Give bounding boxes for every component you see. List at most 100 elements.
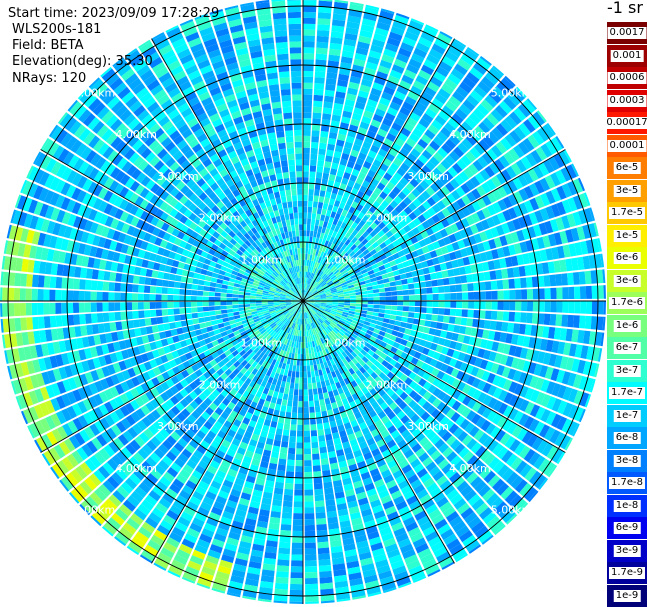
ppi-gate <box>504 133 517 147</box>
ppi-gate <box>597 301 604 315</box>
ppi-gate <box>309 230 314 237</box>
ppi-gate <box>417 325 425 333</box>
ppi-gate <box>348 310 355 315</box>
ppi-gate <box>568 343 577 357</box>
ppi-gate <box>419 180 430 190</box>
ppi-gate <box>349 303 357 307</box>
ppi-gate <box>338 296 345 299</box>
ppi-gate <box>332 244 338 252</box>
ppi-gate <box>315 262 320 269</box>
ppi-gate <box>321 226 327 234</box>
ppi-gate <box>361 78 373 88</box>
ppi-gate <box>320 303 327 306</box>
ppi-gate <box>329 42 342 51</box>
ppi-gate <box>398 326 406 334</box>
ppi-gate <box>541 124 555 139</box>
ppi-gate <box>382 157 392 167</box>
ppi-gate <box>451 259 459 269</box>
ppi-gate <box>277 559 290 567</box>
ppi-gate <box>438 110 451 122</box>
ppi-gate <box>381 258 389 265</box>
ppi-gate <box>331 290 338 294</box>
ppi-gate <box>369 259 377 266</box>
ppi-gate <box>214 292 221 297</box>
ppi-gate <box>329 243 336 250</box>
ppi-gate <box>291 548 303 555</box>
ppi-gate <box>173 295 180 301</box>
ppi-gate <box>355 291 362 296</box>
ppi-gate <box>391 64 405 74</box>
ppi-gate <box>397 250 406 258</box>
ppi-gate <box>323 101 333 109</box>
ppi-gate <box>315 506 326 514</box>
ppi-gate <box>114 282 121 292</box>
ppi-gate <box>304 536 316 543</box>
ppi-gate <box>422 200 432 210</box>
ppi-gate <box>322 252 327 259</box>
ppi-gate <box>216 278 224 284</box>
ppi-gate <box>293 394 299 402</box>
ppi-gate <box>397 295 404 301</box>
ppi-gate <box>331 308 338 312</box>
ppi-gate <box>306 259 310 266</box>
ppi-gate <box>321 273 327 279</box>
ppi-gate <box>379 163 389 172</box>
ppi-gate <box>378 265 386 271</box>
ppi-gate <box>388 276 396 282</box>
ppi-gate <box>572 178 584 194</box>
ppi-gate <box>527 168 539 182</box>
ppi-gate <box>320 124 330 132</box>
ppi-gate <box>432 241 441 250</box>
ppi-gate <box>413 47 428 59</box>
ppi-gate <box>335 284 342 289</box>
ppi-gate <box>381 273 389 280</box>
ppi-gate <box>297 424 303 431</box>
ppi-gate <box>378 283 385 289</box>
ppi-gate <box>325 78 337 86</box>
ppi-gate <box>286 406 292 413</box>
ppi-gate <box>544 220 554 234</box>
ppi-gate <box>304 442 311 449</box>
ppi-gate <box>491 175 502 188</box>
ppi-gate <box>508 148 520 162</box>
ppi-gate <box>214 287 222 293</box>
ppi-gate <box>374 217 382 226</box>
ppi-gate <box>396 290 404 296</box>
ppi-gate <box>443 339 452 348</box>
ppi-gate <box>534 337 542 350</box>
ppi-gate <box>549 313 557 326</box>
ppi-gate <box>144 277 152 285</box>
ppi-gate <box>577 209 588 225</box>
ppi-gate <box>321 239 326 246</box>
ppi-gate <box>516 335 525 347</box>
ppi-gate <box>317 387 323 395</box>
ppi-gate <box>307 293 313 298</box>
ppi-gate <box>383 138 394 148</box>
ppi-gate <box>431 193 441 203</box>
ppi-gate <box>407 317 414 324</box>
ppi-gate <box>344 141 353 150</box>
ppi-gate <box>232 304 239 309</box>
ppi-gate <box>490 145 503 158</box>
ppi-gate <box>374 108 386 118</box>
ppi-gate <box>311 279 315 286</box>
ppi-gate <box>405 182 415 192</box>
ppi-gate <box>357 262 365 269</box>
ppi-gate <box>303 206 308 213</box>
ppi-gate <box>320 184 327 192</box>
ppi-gate <box>344 296 351 299</box>
ppi-gate <box>462 301 469 309</box>
ppi-gate <box>508 311 516 322</box>
ppi-gate <box>275 576 289 584</box>
ppi-gate <box>374 245 382 253</box>
ppi-gate <box>209 310 216 316</box>
ppi-gate <box>332 299 339 301</box>
ppi-gate <box>445 100 458 112</box>
ppi-gate <box>316 286 322 291</box>
ppi-gate <box>352 279 359 285</box>
ppi-gate <box>397 132 408 142</box>
ppi-gate <box>290 418 297 425</box>
ppi-gate <box>412 80 426 91</box>
ppi-gate <box>456 209 466 220</box>
ppi-gate <box>330 120 340 128</box>
